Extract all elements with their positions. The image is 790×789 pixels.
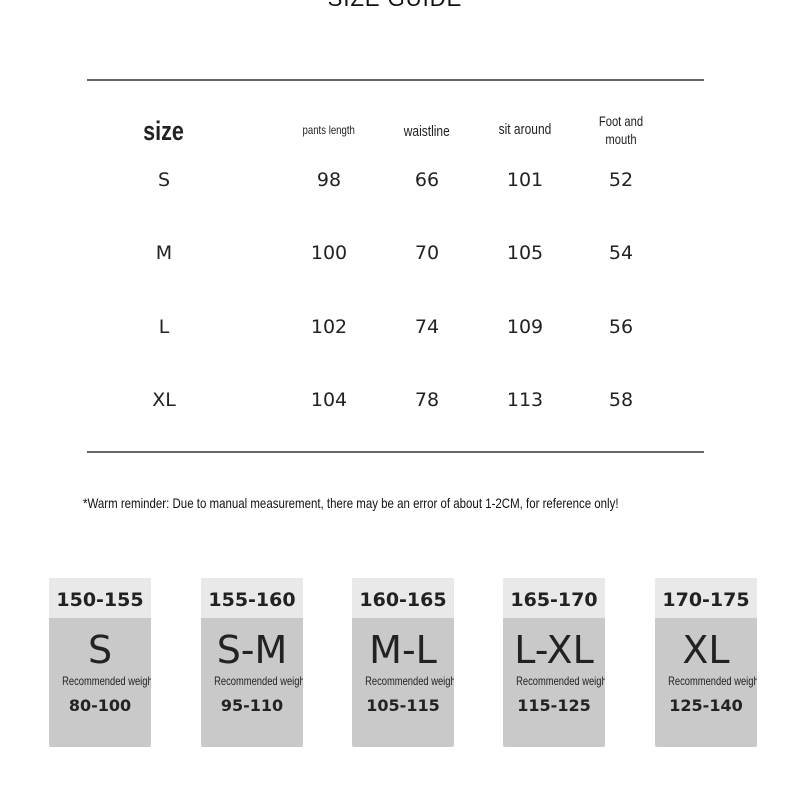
height-range: 165-170 bbox=[503, 578, 605, 618]
column-header-label: sit around bbox=[498, 121, 552, 138]
measurement-cell: 74 bbox=[414, 316, 440, 338]
column-header: pants length bbox=[269, 119, 389, 138]
measurement-cell: 113 bbox=[506, 389, 544, 411]
size-card: 155-160 S-M Recommended weight 95-110 bbox=[201, 578, 303, 747]
height-range: 155-160 bbox=[201, 578, 303, 618]
column-header: Foot and mouth bbox=[561, 112, 681, 148]
size-card: 150-155 S Recommended weight 80-100 bbox=[49, 578, 151, 747]
warm-reminder: *Warm reminder: Due to manual measuremen… bbox=[83, 495, 619, 511]
size-cell: S bbox=[157, 169, 171, 191]
weight-range: 105-115 bbox=[366, 696, 440, 715]
measurement-cell: 101 bbox=[506, 169, 544, 191]
column-header-label: waistline bbox=[403, 123, 451, 140]
size-label: M-L bbox=[369, 628, 437, 672]
recommended-weight-label: Recommended weight bbox=[655, 674, 757, 688]
page-title: SIZE GUIDE bbox=[0, 0, 790, 12]
table-bottom-rule bbox=[87, 451, 704, 453]
measurement-cell: 109 bbox=[506, 316, 544, 338]
recommended-weight-text: Recommended weight bbox=[62, 674, 151, 688]
measurement-cell: 104 bbox=[310, 389, 348, 411]
size-label: XL bbox=[682, 628, 730, 672]
size-label: S bbox=[87, 628, 113, 672]
measurement-cell: 70 bbox=[414, 242, 440, 264]
size-cell: L bbox=[158, 316, 170, 338]
size-card: 160-165 M-L Recommended weight 105-115 bbox=[352, 578, 454, 747]
size-card: 170-175 XL Recommended weight 125-140 bbox=[655, 578, 757, 747]
weight-range: 80-100 bbox=[68, 696, 132, 715]
size-label: S-M bbox=[216, 628, 288, 672]
height-range: 170-175 bbox=[655, 578, 757, 618]
recommended-weight-label: Recommended weight bbox=[201, 674, 303, 688]
recommended-weight-text: Recommended weight bbox=[516, 674, 605, 688]
column-header: sit around bbox=[465, 119, 585, 138]
measurement-cell: 102 bbox=[310, 316, 348, 338]
recommended-weight-text: Recommended weight bbox=[214, 674, 303, 688]
measurement-cell: 78 bbox=[414, 389, 440, 411]
weight-range: 115-125 bbox=[517, 696, 591, 715]
weight-range: 125-140 bbox=[669, 696, 743, 715]
measurement-cell: 56 bbox=[608, 316, 634, 338]
measurement-cell: 54 bbox=[608, 242, 634, 264]
measurement-cell: 98 bbox=[316, 169, 342, 191]
size-card: 165-170 L-XL Recommended weight 115-125 bbox=[503, 578, 605, 747]
column-header-label: Foot and mouth bbox=[598, 113, 644, 147]
table-top-rule bbox=[87, 79, 704, 81]
recommended-weight-label: Recommended weight bbox=[503, 674, 605, 688]
column-header: size bbox=[104, 116, 224, 147]
size-cell: M bbox=[155, 242, 173, 264]
measurement-cell: 66 bbox=[414, 169, 440, 191]
column-header-label: pants length bbox=[302, 123, 356, 137]
measurement-cell: 58 bbox=[608, 389, 634, 411]
height-range: 160-165 bbox=[352, 578, 454, 618]
weight-range: 95-110 bbox=[220, 696, 284, 715]
size-label: L-XL bbox=[514, 628, 594, 672]
recommended-weight-label: Recommended weight bbox=[49, 674, 151, 688]
column-header: waistline bbox=[367, 121, 487, 140]
measurement-cell: 105 bbox=[506, 242, 544, 264]
recommended-weight-label: Recommended weight bbox=[352, 674, 454, 688]
height-range: 150-155 bbox=[49, 578, 151, 618]
size-cell: XL bbox=[152, 389, 176, 411]
recommended-weight-text: Recommended weight bbox=[668, 674, 757, 688]
measurement-cell: 52 bbox=[608, 169, 634, 191]
recommended-weight-text: Recommended weight bbox=[365, 674, 454, 688]
column-header-label: size bbox=[143, 116, 185, 146]
measurement-cell: 100 bbox=[310, 242, 348, 264]
